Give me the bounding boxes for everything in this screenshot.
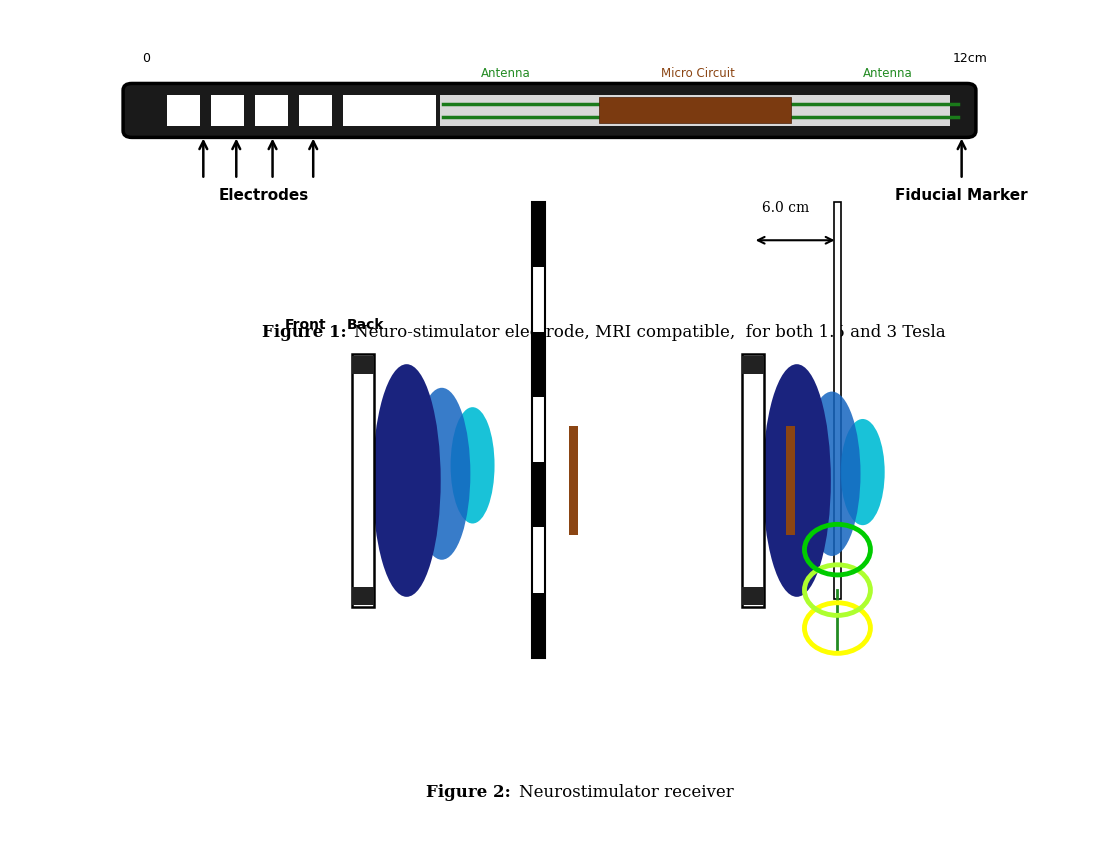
Ellipse shape	[413, 388, 470, 560]
Text: Neurostimulator receiver: Neurostimulator receiver	[519, 784, 733, 801]
Text: Electrodes: Electrodes	[219, 188, 309, 203]
Bar	[255, 95, 288, 126]
Bar	[211, 95, 244, 126]
Ellipse shape	[763, 364, 831, 597]
Bar	[569, 426, 578, 535]
Bar	[742, 356, 764, 374]
Bar	[167, 95, 200, 126]
Bar	[786, 426, 795, 535]
Bar	[343, 95, 436, 126]
Ellipse shape	[451, 407, 495, 524]
Ellipse shape	[373, 364, 441, 597]
Bar	[532, 202, 545, 267]
Bar	[742, 587, 764, 605]
Bar	[532, 593, 545, 658]
Text: Front: Front	[285, 318, 326, 332]
Bar	[532, 332, 545, 397]
Bar	[299, 95, 332, 126]
Bar	[440, 95, 950, 126]
Bar	[532, 202, 545, 658]
Text: Back: Back	[347, 318, 385, 332]
Text: Fiducial Marker: Fiducial Marker	[896, 188, 1028, 203]
Ellipse shape	[841, 419, 885, 525]
Bar	[834, 202, 841, 599]
Ellipse shape	[803, 391, 861, 556]
Text: Micro Circuit: Micro Circuit	[660, 67, 735, 80]
Text: Antenna: Antenna	[480, 67, 531, 80]
Text: 12cm: 12cm	[953, 52, 988, 65]
Text: Figure 2:: Figure 2:	[426, 784, 511, 801]
Bar	[352, 356, 374, 374]
Bar	[599, 98, 791, 123]
Text: Figure 1:: Figure 1:	[262, 325, 346, 341]
Text: Antenna: Antenna	[863, 67, 913, 80]
Text: 6.0 cm: 6.0 cm	[763, 201, 809, 215]
Text: Neuro-stimulator electrode, MRI compatible,  for both 1.5 and 3 Tesla: Neuro-stimulator electrode, MRI compatib…	[354, 325, 945, 341]
Bar	[742, 354, 764, 607]
Bar	[532, 463, 545, 528]
Bar	[352, 587, 374, 605]
FancyBboxPatch shape	[123, 83, 976, 137]
Bar	[352, 354, 374, 607]
Text: 0: 0	[142, 52, 151, 65]
